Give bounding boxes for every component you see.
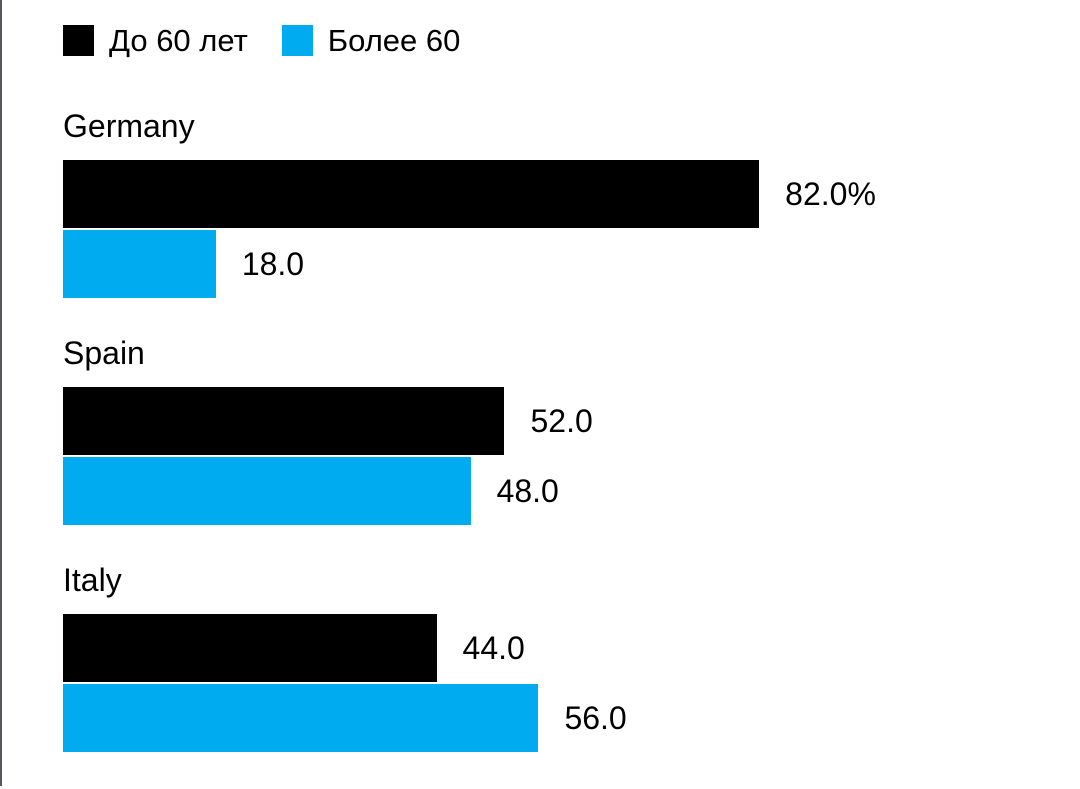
bar-under-60-italy (63, 614, 437, 682)
bar-value-label: 44.0 (462, 630, 525, 666)
bar-row: 48.0 (63, 457, 1063, 525)
chart-legend: До 60 лет Более 60 (63, 24, 1063, 56)
bar-value-label: 82.0% (785, 176, 876, 212)
bar-value-label: 48.0 (496, 473, 559, 509)
bar-row: 52.0 (63, 387, 1063, 455)
bar-group-germany: Germany 82.0% 18.0 (63, 108, 1063, 298)
chart-canvas: До 60 лет Более 60 Germany 82.0% 18.0 Sp… (63, 24, 1063, 789)
category-label-spain: Spain (63, 335, 145, 371)
legend-swatch-over-60 (281, 24, 313, 56)
window-edge-line (0, 0, 2, 786)
legend-item-over-60: Более 60 (281, 22, 461, 58)
legend-label-over-60: Более 60 (327, 22, 461, 58)
bar-row: 56.0 (63, 684, 1063, 752)
bar-value-label: 52.0 (530, 403, 593, 439)
category-label-germany: Germany (63, 108, 195, 144)
bar-under-60-germany (63, 160, 760, 228)
legend-item-under-60: До 60 лет (63, 22, 248, 58)
bar-under-60-spain (63, 387, 505, 455)
legend-label-under-60: До 60 лет (109, 22, 248, 58)
bar-group-spain: Spain 52.0 48.0 (63, 335, 1063, 525)
bar-row: 44.0 (63, 614, 1063, 682)
bar-row: 82.0% (63, 160, 1063, 228)
legend-swatch-under-60 (63, 24, 94, 56)
bar-group-italy: Italy 44.0 56.0 (63, 562, 1063, 752)
bar-row: 18.0 (63, 230, 1063, 298)
category-label-italy: Italy (63, 562, 122, 598)
bar-value-label: 18.0 (241, 246, 305, 282)
bar-over-60-italy (63, 684, 539, 752)
bar-over-60-germany (63, 230, 216, 298)
bar-value-label: 56.0 (564, 700, 627, 736)
bar-over-60-spain (63, 457, 471, 525)
